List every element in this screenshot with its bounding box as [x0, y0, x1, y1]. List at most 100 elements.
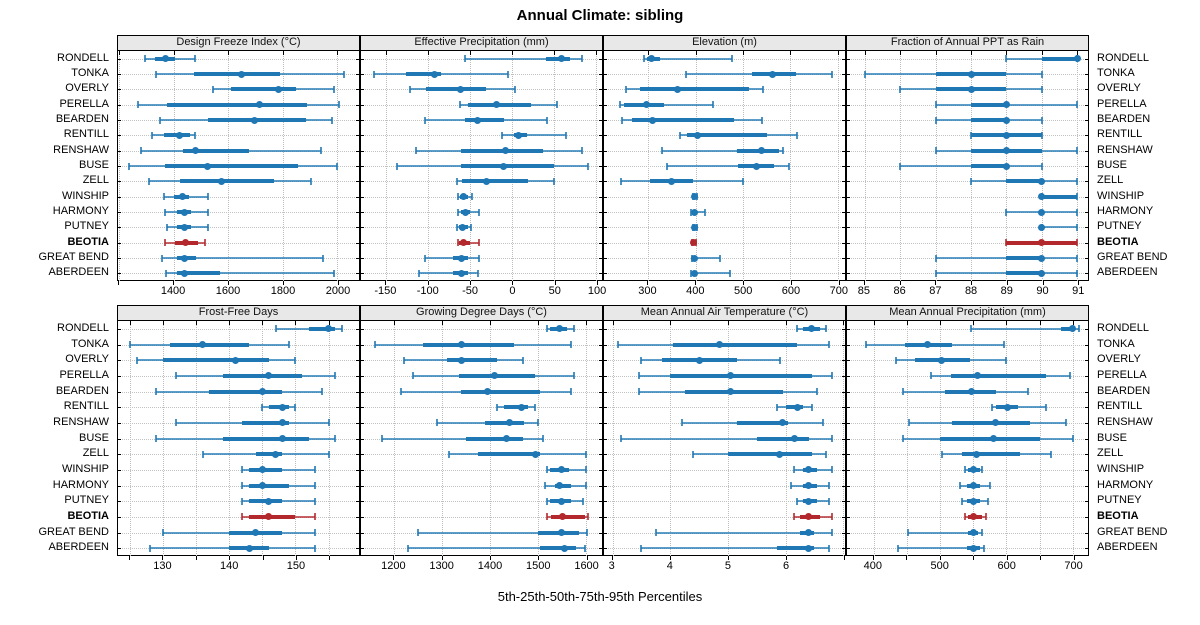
axis-tick-label: 1400 [477, 560, 503, 572]
row-tick-left [604, 501, 607, 503]
row-tick-right [356, 196, 359, 198]
whisker-cap-high [206, 223, 209, 231]
station-label: ZELL [82, 447, 109, 460]
station-label: GREAT BEND [38, 251, 110, 263]
median-dot [272, 450, 280, 458]
interquartile-bar [971, 102, 1007, 107]
station-label: ZELL [1097, 174, 1124, 187]
whisker-cap-low [241, 497, 244, 505]
horizontal-gridline [604, 227, 845, 229]
x-axis-caption: 5th-25th-50th-75th-95th Percentiles [497, 589, 703, 604]
axis-tick-label: 700 [1064, 560, 1083, 572]
x-axis: 85 86 87 88 89 90 91 [846, 281, 1089, 299]
axis-tick [973, 556, 975, 560]
median-dot [727, 388, 735, 395]
percentile-whisker [502, 134, 566, 137]
row-tick-right [1085, 120, 1088, 121]
row-tick-right [1085, 532, 1088, 534]
median-dot [776, 450, 784, 458]
station-label: PERELLA [59, 97, 109, 110]
station-label: GREAT BEND [38, 525, 110, 538]
whisker-cap-high [988, 482, 991, 489]
whisker-cap-low [934, 254, 937, 262]
axis-tick-label: 90 [1036, 285, 1049, 297]
median-dot [1038, 177, 1046, 185]
horizontal-gridline [847, 135, 1088, 137]
whisker-cap-high [580, 147, 583, 155]
row-tick-right [1085, 485, 1088, 487]
whisker-cap-low [897, 544, 900, 552]
row-tick-left [847, 150, 850, 152]
interquartile-bar [249, 483, 289, 488]
median-dot [238, 70, 246, 78]
whisker-cap-high [983, 544, 986, 552]
row-tick-right [356, 375, 359, 377]
whisker-cap-low [642, 55, 645, 63]
axis-tick [971, 281, 973, 285]
median-dot [181, 223, 189, 231]
median-dot [175, 131, 183, 139]
axis-tick-top [554, 51, 556, 55]
whisker-cap-low [685, 70, 688, 78]
interquartile-bar [163, 358, 269, 363]
row-tick-right [1085, 344, 1088, 346]
whisker-cap-low [212, 85, 215, 93]
row-tick-left [118, 407, 121, 409]
whisker-cap-low [456, 193, 459, 201]
horizontal-gridline [847, 196, 1088, 198]
station-label: OVERLY [1097, 82, 1141, 95]
interquartile-bar [951, 420, 1030, 425]
whisker-cap-high [810, 403, 813, 411]
whisker-cap-high [584, 466, 587, 474]
percentile-whisker [655, 531, 832, 534]
median-dot [278, 435, 286, 442]
whisker-cap-high [830, 435, 833, 442]
row-tick-left [361, 407, 364, 409]
row-tick-right [1085, 258, 1088, 259]
median-dot [431, 70, 439, 78]
row-tick-left [847, 485, 850, 487]
row-tick-left [604, 273, 607, 275]
whisker-cap-high [831, 70, 834, 78]
row-tick-right [842, 135, 845, 137]
median-dot [252, 529, 260, 536]
row-tick-right [1085, 360, 1088, 362]
row-tick-left [118, 469, 121, 471]
median-dot [805, 513, 813, 521]
whisker-cap-low [640, 356, 643, 364]
axis-tick-label: 100 [587, 285, 607, 297]
whisker-cap-high [340, 325, 343, 333]
horizontal-gridline [847, 328, 1088, 330]
horizontal-gridline [604, 258, 845, 259]
row-tick-right [842, 273, 845, 275]
median-dot [217, 177, 225, 185]
whisker-cap-high [333, 85, 336, 93]
median-dot [204, 162, 212, 170]
median-dot [459, 193, 467, 201]
whisker-cap-high [584, 450, 587, 458]
whisker-cap-high [788, 162, 791, 170]
row-tick-right [842, 344, 845, 346]
row-tick-right [599, 74, 602, 75]
row-tick-left [604, 407, 607, 409]
median-dot [1069, 325, 1077, 333]
axis-tick [1006, 281, 1008, 285]
axis-tick-top [695, 51, 697, 55]
station-label: BEOTIA [1097, 509, 1139, 522]
axis-tick-top [196, 321, 198, 325]
whisker-cap-high [586, 529, 589, 536]
whisker-cap-high [287, 341, 290, 348]
whisker-cap-low [148, 544, 151, 552]
axis-tick [228, 281, 230, 285]
whisker-cap-high [314, 529, 317, 536]
axis-tick-top [337, 51, 339, 55]
horizontal-gridline [604, 242, 845, 244]
whisker-cap-low [991, 403, 994, 411]
whisker-cap-high [206, 193, 209, 201]
panel-title: Elevation (m) [604, 36, 845, 51]
horizontal-gridline [361, 242, 602, 244]
whisker-cap-low [372, 70, 375, 78]
interquartile-bar [1006, 271, 1042, 276]
whisker-cap-low [654, 529, 657, 536]
median-dot [265, 513, 273, 521]
